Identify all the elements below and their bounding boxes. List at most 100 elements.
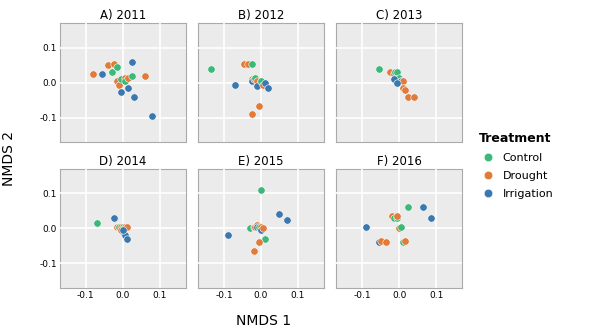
Point xyxy=(206,66,216,71)
Point xyxy=(394,75,404,80)
Point xyxy=(115,82,124,87)
Point xyxy=(118,227,128,233)
Point xyxy=(230,82,240,87)
Point xyxy=(112,78,122,84)
Title: E) 2015: E) 2015 xyxy=(238,155,284,167)
Point xyxy=(118,224,128,229)
Point xyxy=(256,78,266,84)
Point xyxy=(398,240,407,245)
Point xyxy=(116,77,126,82)
Point xyxy=(249,224,259,229)
Point xyxy=(391,70,400,75)
Point xyxy=(122,236,131,242)
Point xyxy=(103,63,113,68)
Point xyxy=(116,224,126,229)
Point xyxy=(109,61,118,66)
Point xyxy=(374,66,383,71)
Point xyxy=(115,224,124,229)
Point xyxy=(396,78,406,84)
Point xyxy=(254,240,264,245)
Point xyxy=(394,226,404,231)
Point xyxy=(400,87,410,92)
Text: NMDS 2: NMDS 2 xyxy=(2,131,16,186)
Point xyxy=(392,213,402,219)
Point xyxy=(107,70,116,75)
Point xyxy=(392,80,402,85)
Point xyxy=(392,215,402,220)
Point xyxy=(376,238,386,243)
Point xyxy=(116,89,126,94)
Point xyxy=(282,217,292,222)
Point xyxy=(389,215,398,220)
Point xyxy=(249,249,259,254)
Point xyxy=(263,85,273,91)
Point xyxy=(398,78,407,84)
Point xyxy=(112,64,122,70)
Point xyxy=(256,224,266,229)
Point xyxy=(112,224,122,229)
Point xyxy=(129,94,139,100)
Point xyxy=(247,61,257,66)
Point xyxy=(253,84,262,89)
Point xyxy=(396,78,406,84)
Point xyxy=(247,77,257,82)
Point xyxy=(258,82,268,87)
Point xyxy=(361,224,371,229)
Point xyxy=(253,78,262,84)
Point xyxy=(398,85,407,91)
Title: C) 2013: C) 2013 xyxy=(376,9,422,22)
Point xyxy=(245,226,255,231)
Point xyxy=(400,238,410,243)
Point xyxy=(392,70,402,75)
Point xyxy=(385,70,395,75)
Point xyxy=(396,224,406,229)
Point xyxy=(382,240,391,245)
Point xyxy=(256,78,266,84)
Point xyxy=(389,77,398,82)
Title: A) 2011: A) 2011 xyxy=(100,9,146,22)
Title: D) 2014: D) 2014 xyxy=(99,155,146,167)
Text: NMDS 1: NMDS 1 xyxy=(236,314,292,328)
Point xyxy=(140,73,150,78)
Point xyxy=(109,215,118,220)
Point xyxy=(254,103,264,108)
Point xyxy=(92,220,102,226)
Point xyxy=(120,224,130,229)
Point xyxy=(426,215,436,220)
Point xyxy=(120,78,130,84)
Point xyxy=(120,75,130,80)
Point xyxy=(258,226,268,231)
Point xyxy=(404,94,413,100)
Point xyxy=(392,77,402,82)
Point xyxy=(148,114,157,119)
Point xyxy=(120,233,130,238)
Point xyxy=(253,224,262,229)
Point xyxy=(127,73,137,78)
Point xyxy=(260,80,269,85)
Point xyxy=(409,94,419,100)
Legend: Control, Drought, Irrigation: Control, Drought, Irrigation xyxy=(473,129,557,202)
Point xyxy=(256,227,266,233)
Point xyxy=(122,224,131,229)
Title: F) 2016: F) 2016 xyxy=(377,155,422,167)
Point xyxy=(418,205,428,210)
Point xyxy=(387,213,397,219)
Point xyxy=(243,61,253,66)
Point xyxy=(115,224,124,229)
Point xyxy=(124,85,133,91)
Title: B) 2012: B) 2012 xyxy=(238,9,284,22)
Point xyxy=(404,205,413,210)
Point xyxy=(247,112,257,117)
Point xyxy=(118,229,128,234)
Point xyxy=(239,61,249,66)
Point xyxy=(247,78,257,84)
Point xyxy=(98,71,107,77)
Point xyxy=(249,77,259,82)
Point xyxy=(275,212,284,217)
Point xyxy=(223,233,233,238)
Point xyxy=(251,75,260,80)
Point xyxy=(124,75,133,80)
Point xyxy=(116,227,126,233)
Point xyxy=(374,240,383,245)
Point xyxy=(253,222,262,227)
